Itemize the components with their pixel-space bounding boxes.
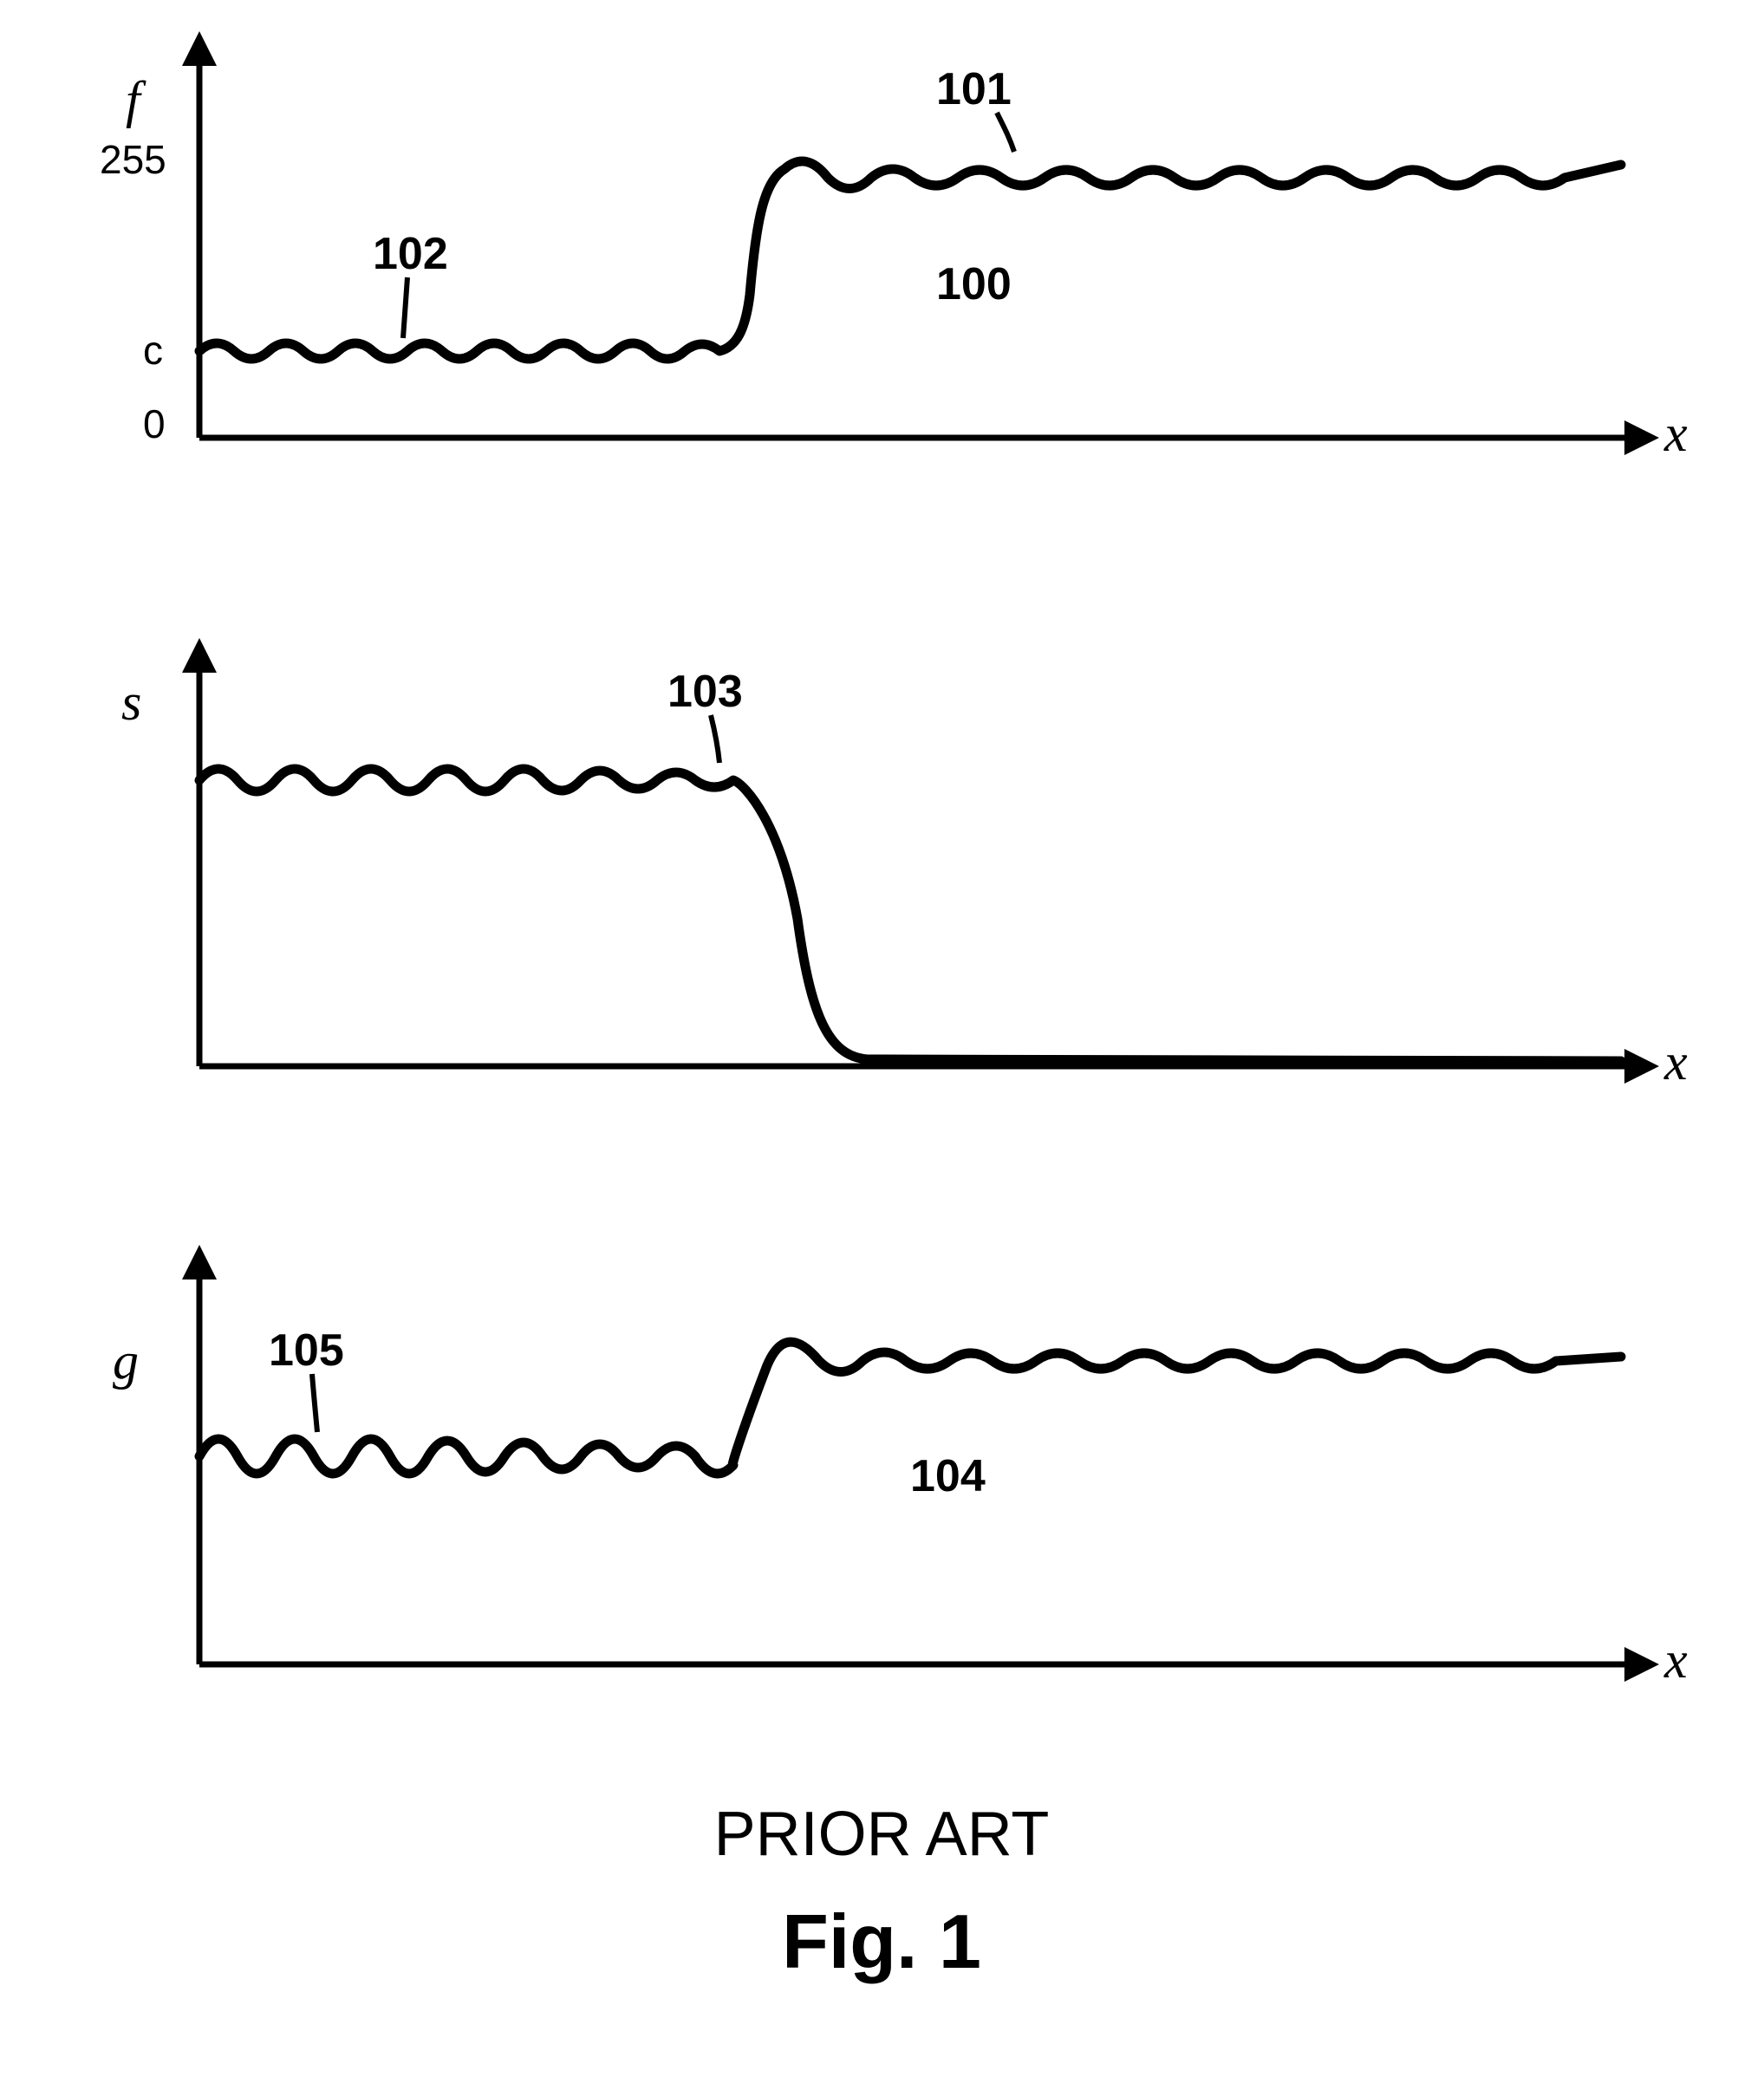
panel-middle-x-label: x [1663,1033,1688,1091]
panel-top-callout-102-leader [403,277,407,338]
panel-middle-curve [199,769,1621,1061]
panel-top-callout-101-leader [997,113,1014,152]
panel-top-callout-102: 102 [373,229,448,279]
panel-top-x-label: x [1663,405,1688,462]
panel-top-tick-c: c [143,328,163,373]
panel-top-callout-100: 100 [936,259,1012,309]
panel-middle-y-label: s [121,674,141,731]
panel-top-callout-101: 101 [936,64,1012,114]
panel-top: f x 255 c 0 101 102 100 [100,61,1688,462]
caption-prior-art: PRIOR ART [714,1800,1050,1869]
caption-figure: Fig. 1 [782,1898,981,1984]
panel-bottom-callout-105-leader [312,1374,317,1432]
panel-middle-callout-103-leader [711,715,719,763]
panel-bottom-callout-104: 104 [910,1451,986,1501]
panel-top-tick-255: 255 [100,137,166,182]
panel-bottom-y-label: g [113,1332,139,1390]
panel-bottom-x-label: x [1663,1631,1688,1689]
panel-middle-callout-103: 103 [667,667,743,717]
panel-top-tick-0: 0 [143,401,166,446]
panel-bottom: g x 105 104 [113,1274,1688,1689]
figure-page: f x 255 c 0 101 102 100 s x 103 [0,0,1764,2077]
figure-svg: f x 255 c 0 101 102 100 s x 103 [0,0,1764,2077]
panel-bottom-callout-105: 105 [269,1325,344,1376]
panel-top-y-label: f [126,71,146,128]
panel-middle: s x 103 [121,667,1688,1091]
